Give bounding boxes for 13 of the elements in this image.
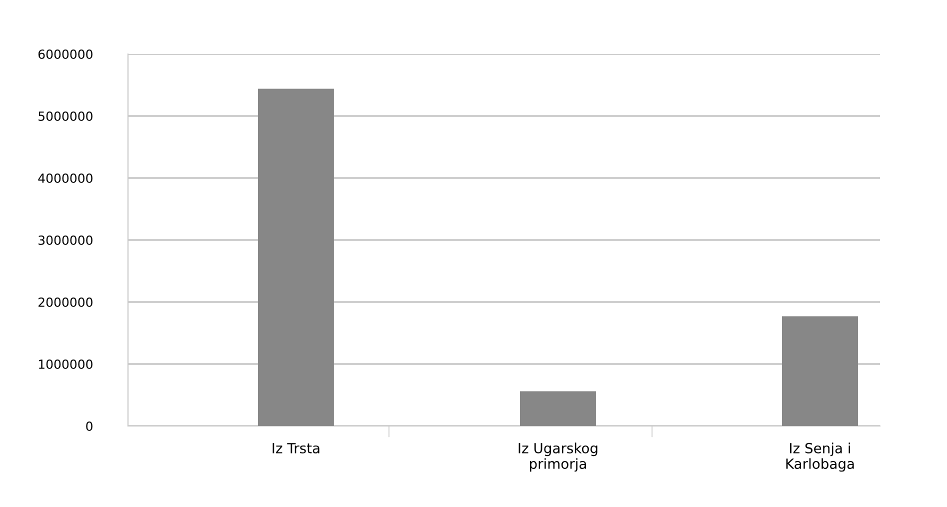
y-tick-label: 5000000	[38, 111, 92, 121]
y-tick-label: 0	[86, 421, 92, 431]
x-tick-label: Iz Senja i Karlobaga	[786, 442, 854, 472]
x-tick-label: Iz Ugarskog primorja	[518, 442, 598, 472]
x-tick-label: Iz Trsta	[272, 443, 320, 454]
bar	[782, 316, 858, 426]
y-tick-label: 4000000	[38, 173, 92, 183]
y-tick-label: 1000000	[38, 359, 92, 369]
bar	[258, 88, 334, 426]
y-tick-label: 3000000	[38, 235, 92, 245]
y-tick-label: 6000000	[38, 49, 92, 59]
y-tick-label: 2000000	[38, 297, 92, 307]
bar	[520, 391, 596, 426]
